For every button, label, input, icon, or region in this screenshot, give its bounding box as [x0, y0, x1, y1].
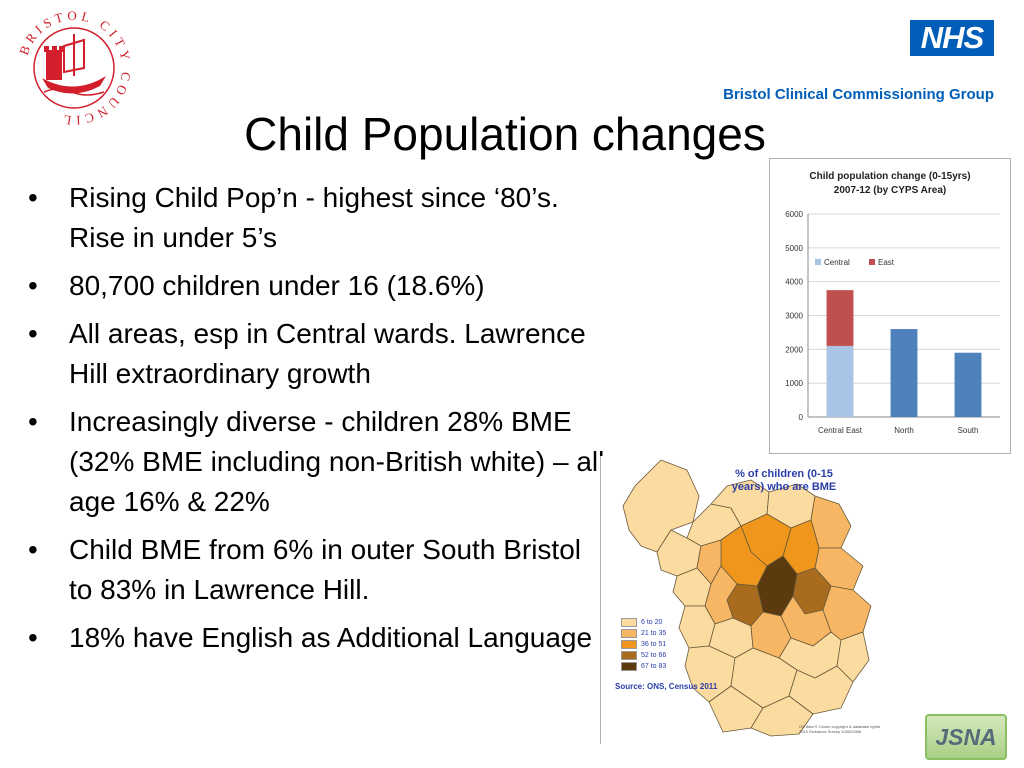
- bullet-item: Increasingly diverse - children 28% BME …: [28, 402, 608, 522]
- map-source: Source: ONS, Census 2011: [615, 682, 718, 691]
- bullet-item: All areas, esp in Central wards. Lawrenc…: [28, 314, 608, 394]
- y-tick-label: 1000: [785, 379, 803, 388]
- legend-label: 6 to 20: [641, 619, 663, 626]
- legend-swatch: [621, 640, 637, 649]
- bullet-item: 18% have English as Additional Language: [28, 618, 608, 658]
- legend-swatch: [621, 662, 637, 671]
- map-legend-item: 36 to 51: [621, 640, 666, 650]
- legend-swatch: [621, 618, 637, 627]
- legend-swatch: [869, 259, 875, 265]
- map-copyright: OS data © Crown copyright & database rig…: [799, 724, 880, 734]
- nhs-subtitle: Bristol Clinical Commissioning Group: [723, 86, 994, 103]
- legend-swatch: [815, 259, 821, 265]
- map-legend-item: 6 to 20: [621, 618, 666, 628]
- map-legend-item: 52 to 66: [621, 651, 666, 661]
- x-tick-label: Central East: [818, 426, 863, 435]
- legend-label: 67 to 83: [641, 663, 667, 670]
- jsna-badge: JSNA: [925, 714, 1007, 760]
- map-legend: 6 to 20 21 to 35 36 to 51 52 to 66 67 to…: [621, 618, 666, 673]
- map-region-far-south-5: [750, 695, 814, 737]
- map-legend-item: 21 to 35: [621, 629, 666, 639]
- chart-title: 2007-12 (by CYPS Area): [834, 185, 946, 196]
- ship-emblem-icon: [42, 34, 106, 96]
- bullet-item: Rising Child Pop’n - highest since ‘80’s…: [28, 178, 608, 258]
- bullet-item: 80,700 children under 16 (18.6%): [28, 266, 608, 306]
- legend-label: 21 to 35: [641, 630, 667, 637]
- bme-map: % of children (0-15 years) who are BME 6…: [600, 456, 886, 744]
- y-tick-label: 0: [799, 413, 804, 422]
- x-tick-label: North: [894, 426, 914, 435]
- chart-svg: Child population change (0-15yrs) 2007-12…: [785, 171, 1000, 435]
- legend-swatch: [621, 629, 637, 638]
- bar-segment: [826, 290, 854, 346]
- chart-title: Child population change (0-15yrs): [809, 171, 970, 182]
- x-tick-label: South: [958, 426, 979, 435]
- nhs-logo-block: NHS Bristol Clinical Commissioning Group: [694, 20, 994, 110]
- y-tick-label: 5000: [785, 244, 803, 253]
- bullet-item: Child BME from 6% in outer South Bristol…: [28, 530, 608, 610]
- bar-segment: [954, 352, 982, 417]
- y-tick-label: 3000: [785, 312, 803, 321]
- population-change-chart: Child population change (0-15yrs) 2007-12…: [769, 158, 1011, 454]
- y-tick-label: 6000: [785, 210, 803, 219]
- legend-label: Central: [824, 258, 850, 267]
- bristol-wards-map: [622, 459, 872, 737]
- map-region-south-5: [836, 631, 870, 683]
- legend-swatch: [621, 651, 637, 660]
- legend-label: 52 to 66: [641, 652, 667, 659]
- y-tick-label: 2000: [785, 345, 803, 354]
- bar-segment: [826, 345, 854, 417]
- y-tick-label: 4000: [785, 278, 803, 287]
- map-legend-item: 67 to 83: [621, 662, 666, 672]
- slide-title: Child Population changes: [244, 108, 766, 160]
- map-title: % of children (0-15 years) who are BME: [731, 468, 837, 493]
- bar-segment: [890, 329, 918, 417]
- bristol-city-council-logo: BRISTOL CITY COUNCIL: [16, 8, 130, 126]
- legend-label: East: [878, 258, 895, 267]
- nhs-logo: NHS: [910, 20, 994, 56]
- legend-label: 36 to 51: [641, 641, 667, 648]
- bullet-list: Rising Child Pop’n - highest since ‘80’s…: [28, 178, 608, 666]
